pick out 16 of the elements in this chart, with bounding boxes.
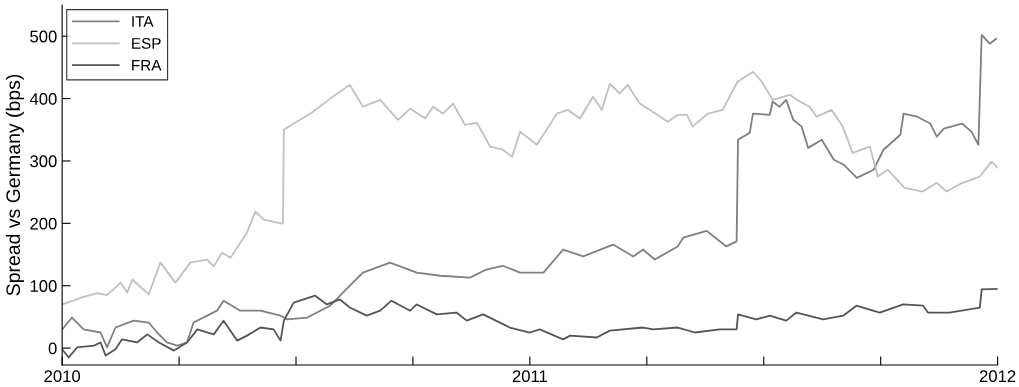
y-tick-label: 100 <box>30 280 57 292</box>
y-tick-label: 500 <box>30 30 57 43</box>
legend-label: ESP <box>132 38 161 49</box>
y-tick-label: 0 <box>48 342 57 355</box>
line-series <box>62 70 998 306</box>
line-series <box>62 34 998 349</box>
legend-label: FRA <box>132 60 162 71</box>
legend-label: ITA <box>132 16 154 27</box>
y-tick-label: 200 <box>30 217 57 230</box>
line-series <box>62 287 998 359</box>
y-axis-title: Spread vs Germany (bps) <box>5 74 24 296</box>
x-tick-label: 2010 <box>44 370 81 383</box>
y-tick-label: 300 <box>30 155 57 168</box>
x-tick-label: 2012 <box>979 370 1016 383</box>
y-tick-label: 400 <box>29 93 57 105</box>
x-tick-label: 2011 <box>512 370 547 383</box>
